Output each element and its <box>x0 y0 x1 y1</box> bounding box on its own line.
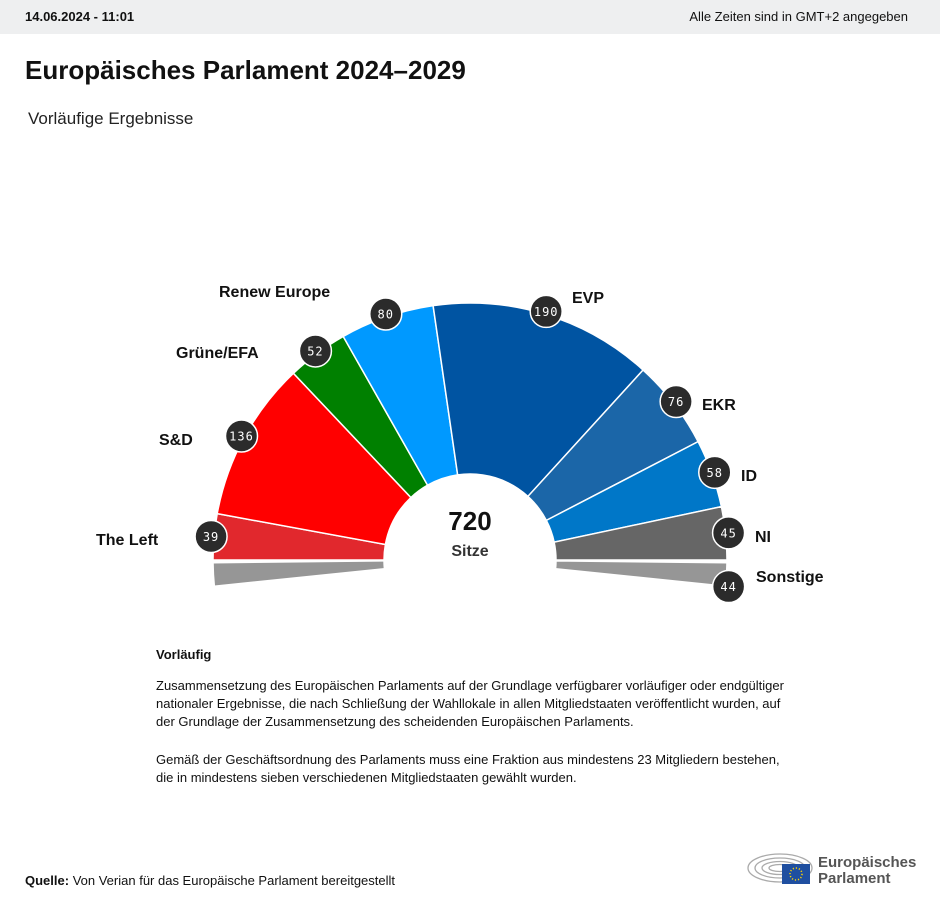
label-the-left: The Left <box>96 532 159 549</box>
page-subtitle: Vorläufige Ergebnisse <box>28 109 194 128</box>
ni-seat-count: 45 <box>720 526 736 540</box>
renew-europe-seat-badge: 80 <box>369 297 403 331</box>
sonstige-seat-badge: 44 <box>711 569 746 604</box>
the-left-seat-badge: 39 <box>194 519 228 554</box>
ekr-seat-badge: 76 <box>659 384 693 419</box>
segment-sonstige-left <box>212 560 386 588</box>
segment-s-d <box>216 372 412 546</box>
notes-paragraph-1: Zusammensetzung des Europäischen Parlame… <box>156 678 784 729</box>
s-d-seat-count: 136 <box>229 429 254 443</box>
source-text: Von Verian für das Europäische Parlament… <box>72 873 396 888</box>
segment-evp <box>432 302 645 498</box>
label-ni: NI <box>755 529 771 546</box>
source-label: Quelle: <box>25 873 70 888</box>
evp-seat-badge: 190 <box>529 294 563 329</box>
top-bar: 14.06.2024 - 11:01 Alle Zeiten sind in G… <box>0 0 940 34</box>
ni-seat-badge: 45 <box>711 516 746 550</box>
evp-seat-count: 190 <box>534 305 559 319</box>
ekr-seat-count: 76 <box>668 395 684 409</box>
logo-line-1: Europäisches <box>818 854 917 871</box>
label-renew-europe: Renew Europe <box>219 284 331 301</box>
timestamp: 14.06.2024 - 11:01 <box>25 9 135 24</box>
renew-europe-seat-count: 80 <box>378 308 394 322</box>
notes-heading: Vorläufig <box>156 647 212 662</box>
label-s-d: S&D <box>159 432 193 449</box>
timezone-note: Alle Zeiten sind in GMT+2 angegeben <box>689 9 908 24</box>
ep-logo: Europäisches Parlament <box>746 850 926 890</box>
page-title: Europäisches Parlament 2024–2029 <box>25 55 466 85</box>
hemicycle-chart: 39 136 52 80 190 76 58 45 44 <box>194 294 746 604</box>
gr-ne-efa-seat-badge: 52 <box>298 334 333 368</box>
label-evp: EVP <box>572 290 605 307</box>
the-left-seat-count: 39 <box>203 530 219 544</box>
logo-line-2: Parlament <box>818 870 891 887</box>
sonstige-seat-count: 44 <box>720 580 736 594</box>
id-seat-count: 58 <box>707 466 723 480</box>
total-seats-label: Sitze <box>451 543 489 560</box>
label-ekr: EKR <box>702 397 736 414</box>
source: Quelle: Von Verian für das Europäische P… <box>25 873 395 888</box>
total-seats: 720 <box>448 506 492 536</box>
label-sonstige: Sonstige <box>756 569 824 586</box>
id-seat-badge: 58 <box>698 455 732 490</box>
notes-paragraph-2: Gemäß der Geschäftsordnung des Parlament… <box>156 752 780 785</box>
gr-ne-efa-seat-count: 52 <box>307 344 323 358</box>
segment-sonstige-right <box>554 560 728 588</box>
eu-flag-icon <box>782 864 810 884</box>
hemicycle-logo-icon <box>747 853 813 884</box>
label-gr-ne-efa: Grüne/EFA <box>176 345 259 362</box>
s-d-seat-badge: 136 <box>224 419 259 453</box>
label-id: ID <box>741 468 757 485</box>
notes: Vorläufig Zusammensetzung des Europäisch… <box>156 646 796 807</box>
